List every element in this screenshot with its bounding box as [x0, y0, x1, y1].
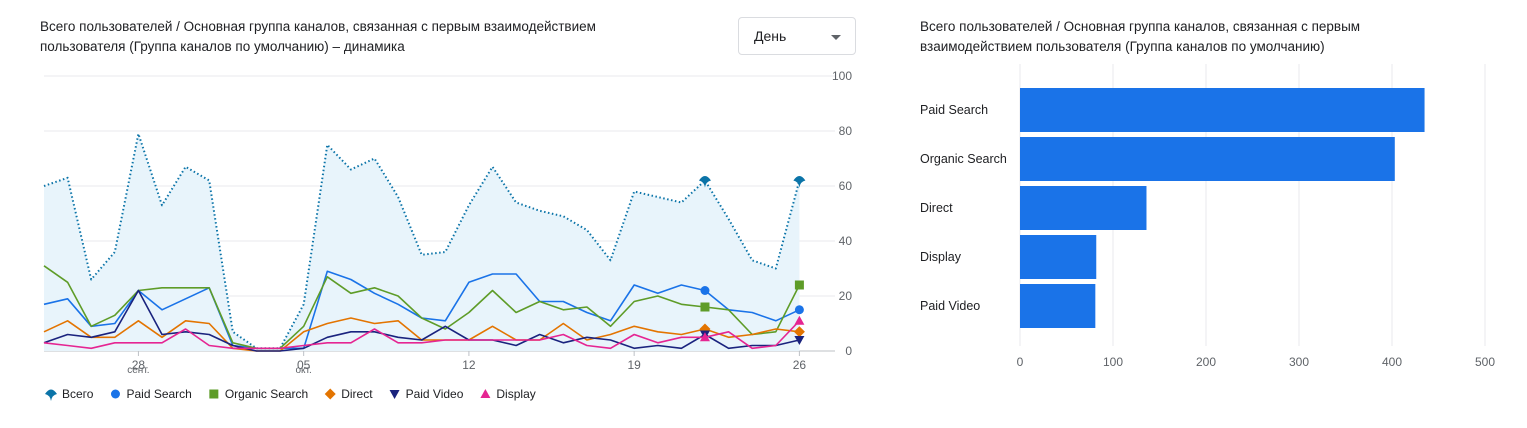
- legend-item-display[interactable]: Display: [480, 387, 536, 401]
- legend-marker-paid_video[interactable]: [389, 390, 400, 399]
- legend-item-total[interactable]: Всего: [45, 387, 94, 401]
- x-tick-label: 05: [297, 358, 311, 372]
- data-point-organic_search[interactable]: [794, 280, 804, 290]
- y-tick-label: 20: [839, 289, 853, 303]
- x-tick-label: 0: [1017, 355, 1024, 369]
- data-point-paid_search[interactable]: [794, 305, 804, 315]
- data-point-display[interactable]: [794, 315, 805, 325]
- legend-label-total: Всего: [62, 387, 94, 401]
- y-tick-label: 40: [839, 234, 853, 248]
- legend-label-direct: Direct: [341, 387, 373, 401]
- legend-marker-organic_search[interactable]: [209, 389, 219, 399]
- x-tick-label: 12: [462, 358, 476, 372]
- x-tick-label: 400: [1382, 355, 1402, 369]
- series-line-paid_video: [43, 289, 800, 352]
- legend-item-organic_search[interactable]: Organic Search: [209, 387, 308, 401]
- legend-marker-total[interactable]: [45, 389, 57, 402]
- series-line-organic_search: [43, 265, 801, 350]
- legend-label-paid_video: Paid Video: [406, 387, 464, 401]
- line-chart-title: Всего пользователей / Основная группа ка…: [40, 19, 596, 54]
- y-tick-label: 100: [832, 69, 852, 83]
- legend-item-paid_search[interactable]: Paid Search: [110, 387, 192, 401]
- series-line-display: [43, 320, 800, 350]
- bar-direct[interactable]: [1020, 186, 1147, 230]
- x-tick-label: 100: [1103, 355, 1123, 369]
- category-label: Display: [920, 250, 962, 264]
- data-point-paid_search[interactable]: [700, 286, 710, 295]
- x-tick-label: 26: [793, 358, 807, 372]
- x-tick-sublabel: окт.: [296, 365, 312, 376]
- legend-label-organic_search: Organic Search: [225, 387, 308, 401]
- bar-paid-video[interactable]: [1020, 284, 1096, 328]
- bar-chart-title: Всего пользователей / Основная группа ка…: [920, 19, 1361, 54]
- data-point-paid_video[interactable]: [794, 336, 805, 345]
- y-tick-label: 0: [845, 344, 852, 358]
- data-point-organic_search[interactable]: [700, 302, 710, 312]
- legend-item-direct[interactable]: Direct: [324, 387, 374, 401]
- bar-display[interactable]: [1020, 235, 1097, 279]
- data-point-total[interactable]: [793, 176, 806, 188]
- category-label: Paid Video: [920, 299, 980, 313]
- legend-label-display: Display: [496, 387, 535, 401]
- granularity-dropdown-label: День: [754, 28, 787, 44]
- x-tick-sublabel: сент.: [127, 365, 149, 376]
- data-point-total[interactable]: [698, 176, 711, 188]
- legend-item-paid_video[interactable]: Paid Video: [389, 387, 464, 401]
- category-label: Direct: [920, 201, 953, 215]
- x-tick-label: 300: [1289, 355, 1309, 369]
- data-point-display[interactable]: [699, 332, 710, 342]
- x-tick-label: 500: [1475, 355, 1495, 369]
- category-label: Organic Search: [920, 152, 1007, 166]
- series-area-total: [44, 133, 800, 351]
- legend-marker-display[interactable]: [480, 389, 491, 398]
- legend-label-paid_search: Paid Search: [126, 387, 191, 401]
- y-tick-label: 80: [839, 124, 853, 138]
- x-tick-label: 28: [132, 358, 146, 372]
- x-tick-label: 200: [1196, 355, 1216, 369]
- series-line-total: [43, 132, 801, 350]
- legend-marker-paid_search[interactable]: [110, 389, 120, 399]
- category-label: Paid Search: [920, 103, 988, 117]
- legend-marker-direct[interactable]: [324, 388, 336, 400]
- data-point-direct[interactable]: [793, 326, 805, 338]
- x-tick-label: 19: [627, 358, 641, 372]
- chart-legend: Всего Paid Search Organic Search Direct Paid…: [45, 387, 536, 401]
- chevron-down-icon: [831, 35, 841, 40]
- bar-organic-search[interactable]: [1020, 137, 1395, 181]
- bar-paid-search[interactable]: [1020, 88, 1425, 132]
- y-tick-label: 60: [839, 179, 853, 193]
- granularity-dropdown[interactable]: День: [738, 17, 856, 55]
